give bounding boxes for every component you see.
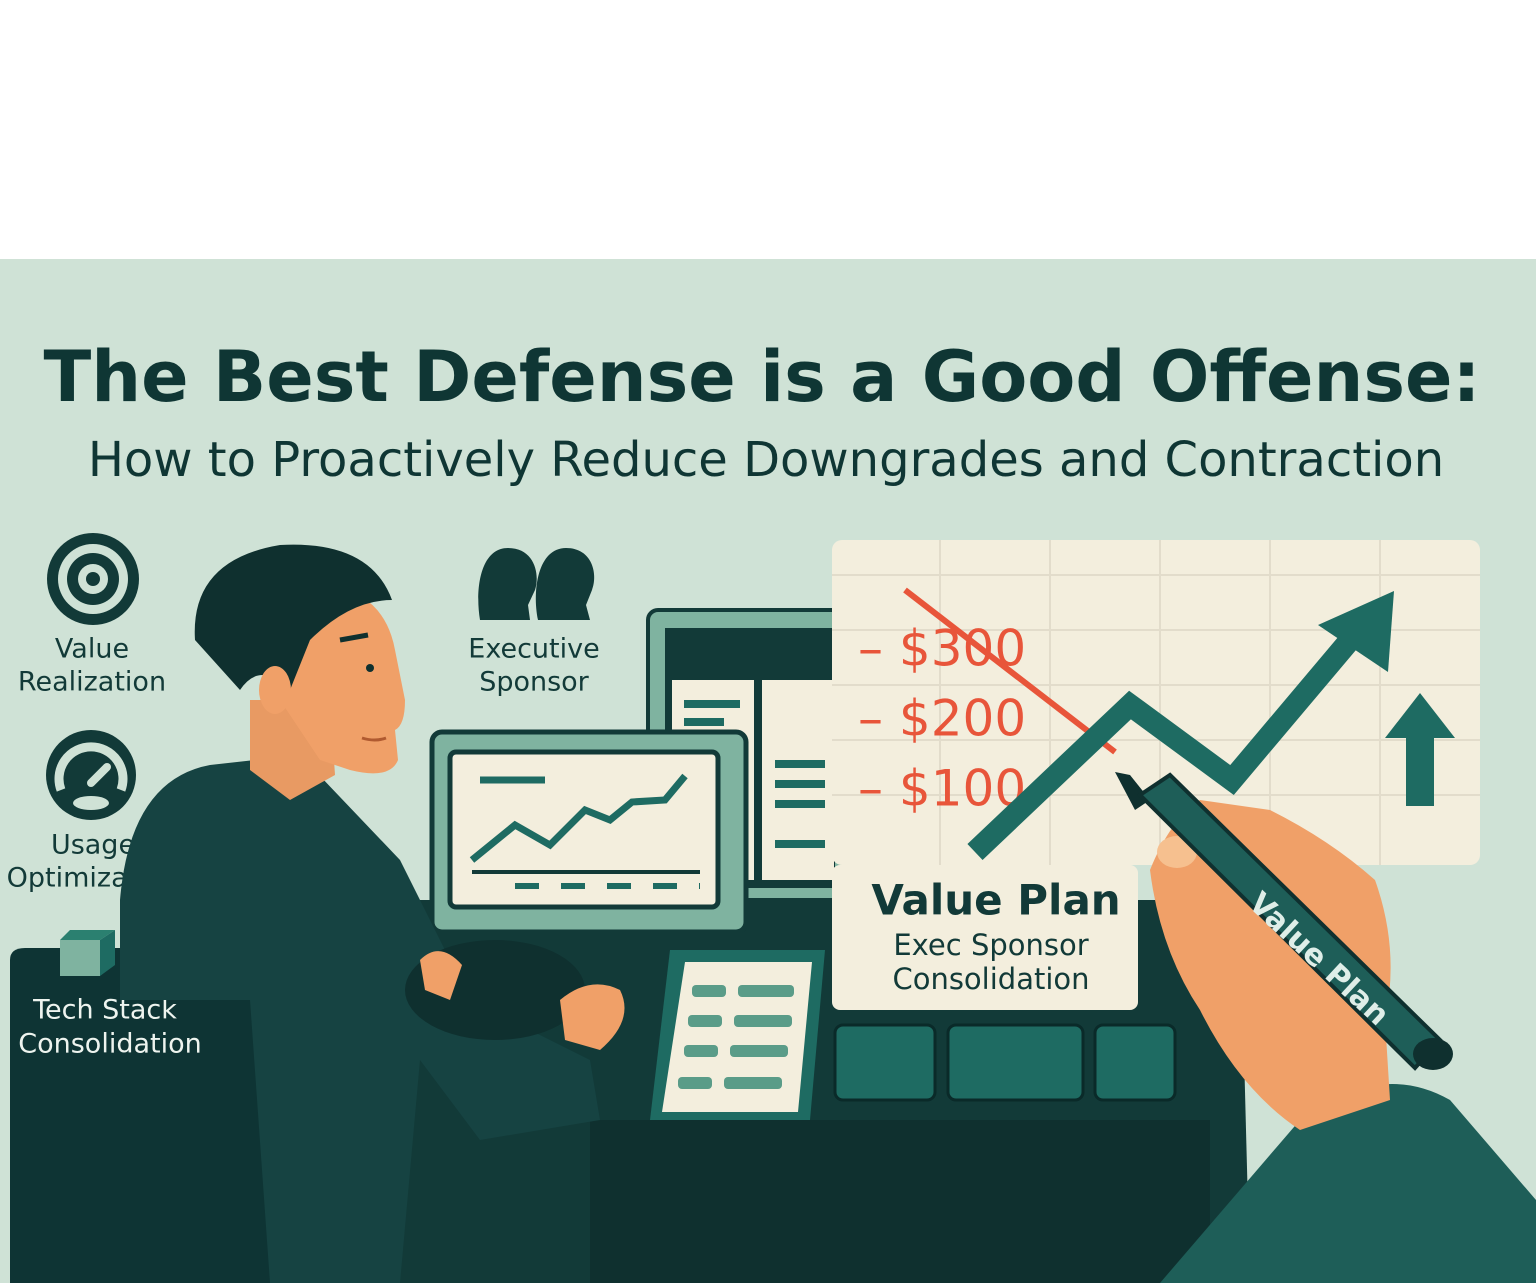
icon-label: Sponsor	[479, 667, 589, 698]
cube-icon	[60, 930, 115, 976]
keypads	[833, 1023, 1177, 1102]
sponsor-icon	[478, 548, 595, 620]
subtitle: How to Proactively Reduce Downgrades and…	[88, 432, 1444, 488]
strike-line	[903, 587, 1117, 755]
icon-label: Usage	[51, 830, 135, 861]
front-monitor	[429, 729, 749, 935]
target-icon	[47, 533, 139, 625]
hand	[1150, 800, 1536, 1283]
up-arrow	[1385, 693, 1455, 806]
tablet	[650, 950, 825, 1120]
growth-arrow-head	[1318, 591, 1394, 672]
icon-label: Consolidation	[18, 1029, 201, 1060]
growth-arrow	[967, 632, 1359, 860]
title: The Best Defense is a Good Offense:	[43, 336, 1480, 418]
desk-front	[590, 1120, 1210, 1283]
top-margin	[0, 0, 1536, 259]
icon-label: Executive	[468, 634, 599, 665]
person	[120, 544, 625, 1283]
card-line: Exec Sponsor	[893, 928, 1088, 962]
price-label: – $300	[858, 620, 1026, 678]
chair	[10, 948, 290, 1283]
price-label: – $100	[858, 760, 1026, 818]
icon-label: Value	[55, 634, 129, 665]
chart-card	[832, 540, 1480, 865]
icon-label: Realization	[18, 667, 166, 698]
pen	[1115, 772, 1453, 1071]
price-label: – $200	[858, 690, 1026, 748]
value-plan-card	[832, 865, 1138, 1010]
gauge-icon	[46, 730, 136, 820]
card-line: Consolidation	[892, 962, 1089, 996]
card-title: Value Plan	[871, 876, 1120, 925]
